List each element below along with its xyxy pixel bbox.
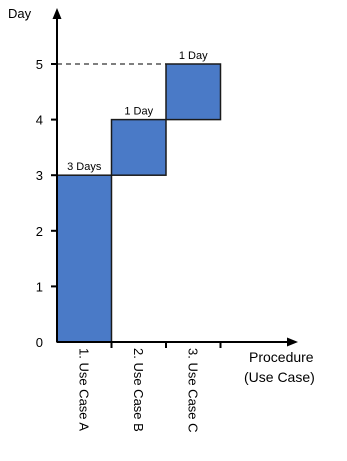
bar-segment [165, 63, 222, 121]
bar-data-label: 1 Day [124, 106, 153, 118]
bar-segment [110, 118, 167, 176]
x-category-label: 2. Use Case B [131, 348, 146, 432]
bar-data-label: 1 Day [179, 50, 208, 62]
x-axis-arrow-icon [287, 337, 298, 347]
x-axis-label-line-1: Procedure [249, 349, 314, 365]
x-category-label: 1. Use Case A [76, 348, 91, 431]
axes-group [52, 8, 298, 347]
y-tick-label: 2 [36, 224, 43, 239]
y-tick-label: 4 [36, 113, 43, 128]
y-axis-label: Day [8, 6, 32, 21]
bar-data-label: 3 Days [67, 161, 102, 173]
x-category-label: 3. Use Case C [185, 348, 200, 433]
y-tick-label: 5 [36, 57, 43, 72]
ticks-group: 0 1 2 3 4 5 1. Use Case A 2. Use Case B 3. Use C… [36, 57, 222, 433]
y-tick-label: 0 [36, 335, 43, 350]
labels-group: Day Procedure (Use Case) 3 Days 1 Day 1 Da… [8, 6, 315, 385]
y-axis-arrow-icon [52, 8, 62, 19]
y-tick-label: 3 [36, 168, 43, 183]
x-axis-label-line-2: (Use Case) [244, 369, 315, 385]
bar-segment [56, 174, 113, 343]
y-tick-label: 1 [36, 279, 43, 294]
